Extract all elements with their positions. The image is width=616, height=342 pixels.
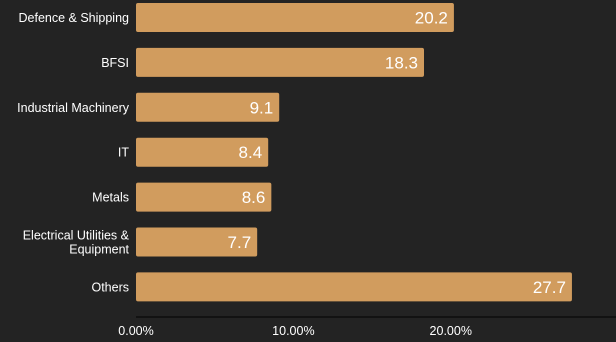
category-label-2: Industrial Machinery — [17, 101, 130, 115]
x-axis-tick-labels: 0.00% 10.00% 20.00% — [118, 324, 472, 338]
bar-2 — [136, 92, 280, 122]
x-tick-label-2: 20.00% — [430, 324, 472, 338]
bar-4 — [136, 182, 272, 212]
bars-group — [136, 3, 572, 302]
category-label-4: Metals — [92, 191, 129, 205]
bar-1 — [136, 47, 424, 77]
bar-3 — [136, 137, 269, 167]
x-tick-label-0: 0.00% — [118, 324, 153, 338]
value-label-6: 27.7 — [533, 278, 566, 297]
bar-0 — [136, 3, 454, 32]
value-label-5: 7.7 — [228, 233, 252, 252]
x-tick-label-1: 10.00% — [272, 324, 314, 338]
bar-6 — [136, 272, 572, 302]
category-label-3: IT — [118, 146, 129, 160]
bar-5 — [136, 227, 258, 257]
value-label-4: 8.6 — [242, 188, 266, 207]
category-label-6: Others — [91, 280, 129, 294]
value-label-0: 20.2 — [415, 9, 448, 28]
category-labels: Defence & Shipping BFSI Industrial Machine… — [17, 11, 130, 294]
category-label-1: BFSI — [101, 56, 129, 70]
category-label-0: Defence & Shipping — [19, 11, 130, 25]
category-label-5: Electrical Utilities & Equipment — [23, 229, 130, 257]
value-labels: 20.2 18.3 9.1 8.4 8.6 7.7 27.7 — [228, 9, 566, 297]
value-label-1: 18.3 — [385, 53, 418, 72]
value-label-2: 9.1 — [250, 98, 274, 117]
value-label-3: 8.4 — [239, 143, 263, 162]
